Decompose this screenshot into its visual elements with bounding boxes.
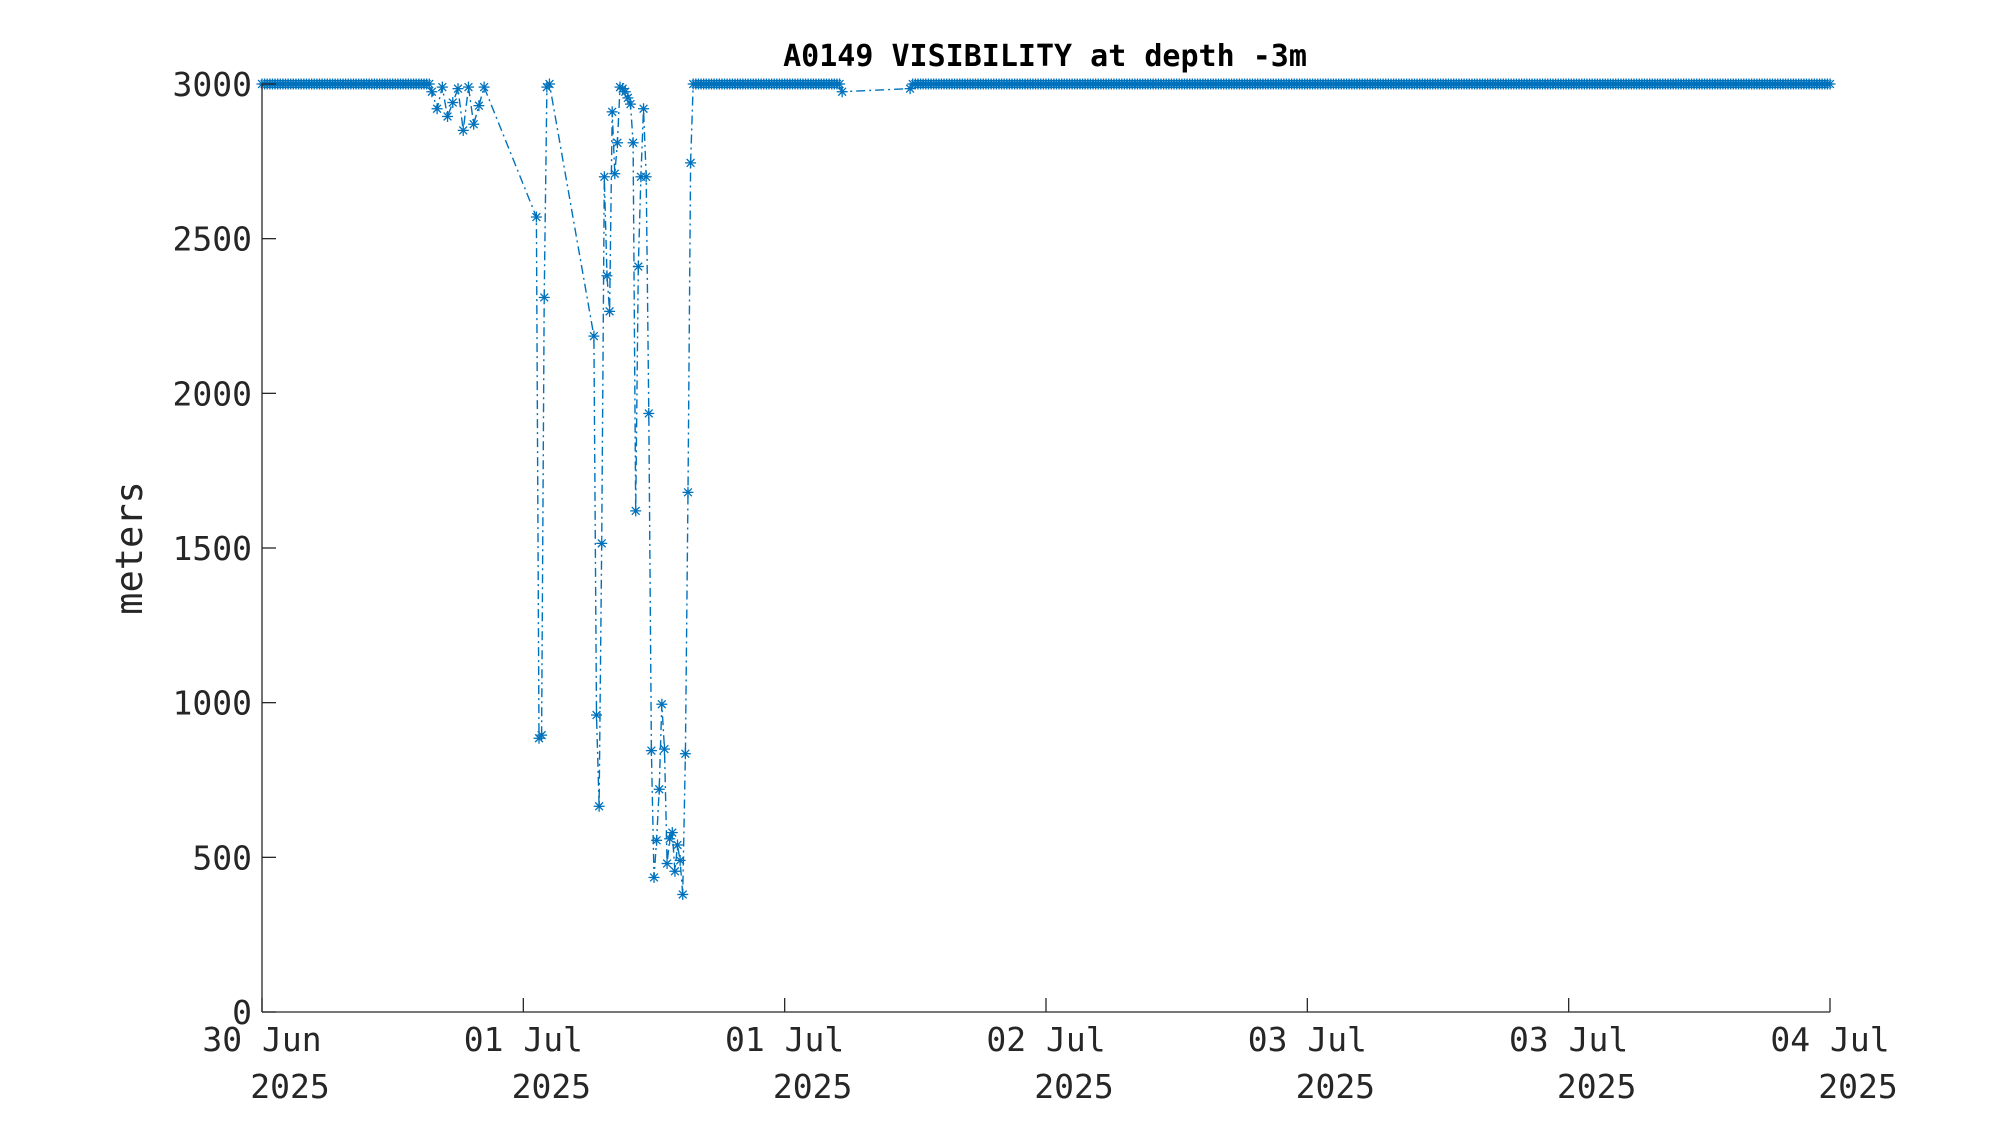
data-point: [609, 168, 621, 180]
data-point: [672, 839, 684, 851]
y-tick-label: 500: [192, 838, 252, 877]
data-point: [442, 110, 454, 122]
data-point: [588, 330, 600, 342]
y-tick-label: 1500: [173, 529, 252, 568]
data-point: [530, 211, 542, 223]
data-point: [1824, 78, 1836, 90]
data-point: [648, 871, 660, 883]
x-tick-label: 30 Jun: [202, 1020, 321, 1059]
data-point: [478, 81, 490, 93]
data-point: [452, 83, 464, 95]
y-tick-label: 1000: [173, 684, 252, 723]
data-point: [473, 100, 485, 112]
data-point: [656, 698, 668, 710]
y-tick-label: 2000: [173, 374, 252, 413]
series-layer: [256, 78, 1836, 900]
data-point: [630, 505, 642, 517]
y-tick-label: 0: [232, 993, 252, 1032]
data-point: [436, 81, 448, 93]
data-point: [651, 834, 663, 846]
data-point: [431, 103, 443, 115]
data-point: [661, 858, 673, 870]
data-point: [682, 486, 694, 498]
x-tick-year: 2025: [1557, 1067, 1636, 1106]
data-point: [538, 291, 550, 303]
x-tick-year: 2025: [512, 1067, 591, 1106]
data-point: [679, 748, 691, 760]
data-point: [640, 171, 652, 183]
data-point: [426, 86, 438, 98]
data-point: [457, 124, 469, 136]
data-point: [611, 137, 623, 149]
data-point: [632, 261, 644, 273]
data-point: [834, 78, 846, 90]
data-point: [653, 783, 665, 795]
y-tick-label: 3000: [173, 65, 252, 104]
data-point: [423, 78, 435, 90]
data-point: [674, 854, 686, 866]
data-point: [677, 888, 689, 900]
x-tick-year: 2025: [1818, 1067, 1897, 1106]
data-point: [596, 537, 608, 549]
data-point: [658, 743, 670, 755]
series-markers: [256, 78, 1836, 900]
data-point: [593, 800, 605, 812]
data-point: [666, 827, 678, 839]
data-point: [598, 171, 610, 183]
data-point: [543, 78, 555, 90]
axes-layer: 0 500 1000 1500 2000 2500 3000 30 Jun 2025 01 Jul…: [173, 65, 1898, 1106]
series-line: [262, 82, 1830, 895]
x-tick-label: 01 Jul: [464, 1020, 583, 1059]
data-point: [462, 81, 474, 93]
x-tick-year: 2025: [1296, 1067, 1375, 1106]
x-tick-label: 03 Jul: [1509, 1020, 1628, 1059]
x-tick-year: 2025: [773, 1067, 852, 1106]
data-point: [669, 865, 681, 877]
x-tick-label: 01 Jul: [725, 1020, 844, 1059]
x-tick-label: 03 Jul: [1248, 1020, 1367, 1059]
data-point: [604, 305, 616, 317]
x-tick-year: 2025: [1034, 1067, 1113, 1106]
chart-title: A0149 VISIBILITY at depth -3m: [783, 39, 1307, 74]
x-tick-year: 2025: [250, 1067, 329, 1106]
data-point: [638, 103, 650, 115]
data-point: [601, 270, 613, 282]
data-point: [591, 709, 603, 721]
data-point: [645, 745, 657, 757]
data-point: [468, 118, 480, 130]
x-tick-label: 02 Jul: [986, 1020, 1105, 1059]
data-point: [836, 86, 848, 98]
data-point: [627, 137, 639, 149]
data-point: [447, 97, 459, 109]
data-point: [536, 729, 548, 741]
data-point: [606, 106, 618, 118]
y-axis-label: meters: [108, 481, 151, 615]
data-point: [685, 157, 697, 169]
data-point: [643, 407, 655, 419]
x-tick-label: 04 Jul: [1770, 1020, 1889, 1059]
data-point: [624, 98, 636, 110]
y-tick-label: 2500: [173, 220, 252, 259]
